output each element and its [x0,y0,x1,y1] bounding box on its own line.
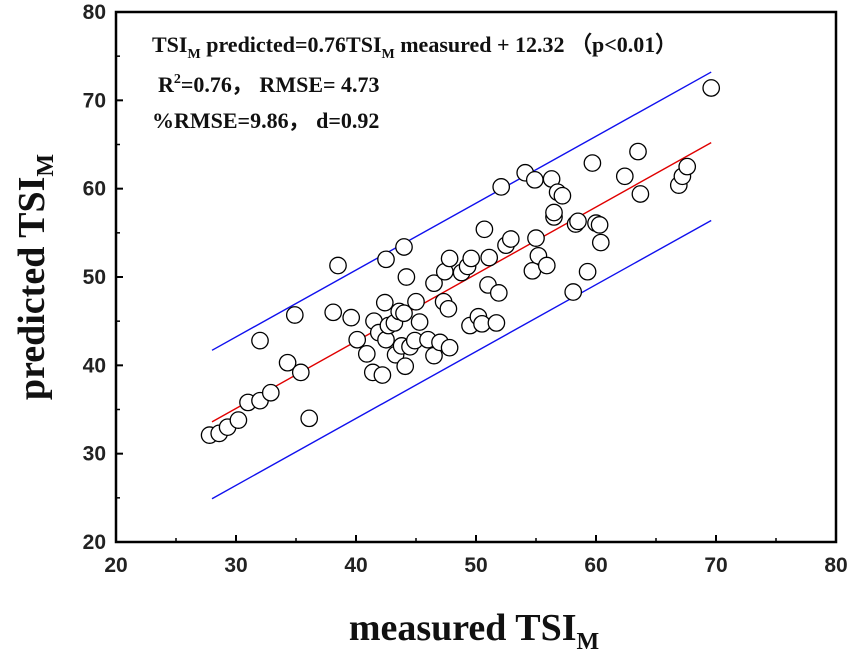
data-point [395,304,413,323]
data-point [462,249,481,268]
data-point [410,313,429,331]
regression-line-group [211,141,712,423]
data-point [487,314,506,332]
data-point [578,262,597,281]
x-tick-label: 30 [224,554,247,577]
y-axis-title: predicted TSIM [11,154,59,400]
upper-bound-line [211,71,712,351]
x-tick-label: 20 [104,554,127,577]
x-axis-title: measured TSIM [349,607,599,651]
data-point [425,274,443,293]
equation-annotation: TSIM predicted=0.76TSIM measured + 12.32… [152,32,677,62]
axis-ticks [115,11,837,543]
data-point [553,186,572,205]
data-point [396,357,415,376]
y-tick-label: 70 [83,89,106,112]
data-point [395,238,413,256]
data-point [251,331,269,350]
x-tick-label: 50 [464,554,487,577]
data-point [348,330,367,349]
data-point [564,283,583,301]
y-tick-label: 30 [83,443,106,466]
data-point [440,249,459,268]
pct-rmse-annotation: %RMSE=9.86， d=0.92 [152,108,379,133]
data-point [261,383,280,402]
lower-bound-line [211,219,712,500]
x-tick-label: 60 [584,554,607,577]
regression-line [211,141,712,423]
data-point [439,299,458,318]
data-point [583,154,602,172]
data-point [525,170,544,189]
data-point [407,292,425,311]
y-tick-label: 60 [83,178,106,201]
data-point [329,256,347,275]
data-point [440,338,459,357]
data-points [200,79,721,444]
data-point [377,250,395,269]
data-point [629,142,647,161]
data-point [590,216,609,234]
data-point [615,167,634,186]
y-tick-label: 80 [83,1,106,24]
data-point [545,203,563,222]
data-point [324,303,343,322]
data-point [591,233,610,252]
data-point [480,248,499,267]
data-point [357,344,376,363]
data-point [702,79,721,97]
data-point [492,178,511,196]
data-point [342,308,361,327]
data-point [489,284,508,302]
data-point [229,411,248,429]
data-point [285,306,304,324]
prediction-bounds [211,71,712,500]
data-point [475,220,494,239]
data-point [569,212,587,231]
data-point [373,366,392,384]
data-point [300,409,319,428]
data-point [501,230,520,248]
y-tick-label: 40 [83,354,106,377]
y-tick-label: 20 [83,531,106,554]
x-tick-label: 40 [344,554,367,577]
data-point [291,363,310,382]
x-tick-label: 70 [704,554,727,577]
data-point [678,157,697,176]
data-point [375,293,394,312]
data-point [537,256,556,275]
r2-rmse-annotation: R2=0.76， RMSE= 4.73 [158,72,380,97]
x-tick-label: 80 [824,554,847,577]
y-tick-labels: 20 30 40 50 60 70 80 [83,1,106,554]
data-point [527,229,545,247]
y-tick-label: 50 [83,266,106,289]
data-point [278,353,297,372]
data-point [397,268,416,286]
data-point [631,185,650,203]
x-tick-labels: 20 30 40 50 60 70 80 [104,554,847,577]
